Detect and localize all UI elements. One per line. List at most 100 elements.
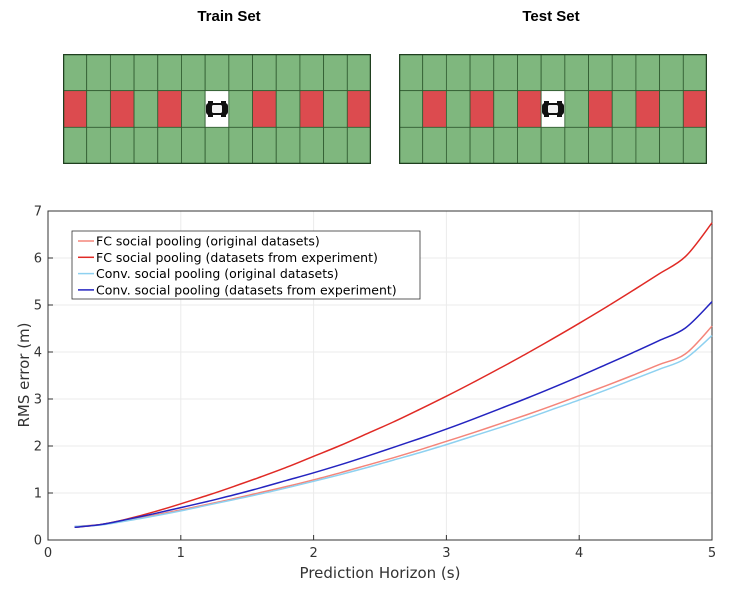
- train-cell-free: [252, 53, 277, 92]
- test-cell-free: [659, 126, 684, 165]
- test-cell-free: [517, 126, 542, 165]
- train-cell-free: [204, 53, 230, 92]
- x-tick-label: 5: [708, 546, 716, 561]
- train-cell-free: [275, 53, 301, 92]
- train-cell-free: [86, 53, 111, 92]
- legend-label-fc-original: FC social pooling (original datasets): [96, 234, 320, 249]
- train-cell-free: [275, 90, 301, 128]
- train-cell-free: [299, 126, 325, 165]
- test-cell-free: [517, 53, 542, 92]
- test-cell-free: [588, 126, 613, 165]
- test-cell-free: [469, 53, 495, 92]
- train-cell-free: [228, 90, 253, 128]
- train-cell-free: [252, 126, 277, 165]
- test-cell-free: [682, 53, 708, 92]
- y-tick-label: 7: [34, 205, 42, 220]
- series-line-fc-original: [74, 325, 713, 528]
- train-cell-free: [157, 53, 182, 92]
- train-cell-occupied: [62, 90, 88, 128]
- legend-box: [71, 230, 421, 300]
- test-cell-free: [611, 53, 637, 92]
- test-cell-free: [564, 53, 589, 92]
- x-tick-label: 3: [442, 546, 450, 561]
- test-cell-free: [659, 90, 684, 128]
- x-axis-label: Prediction Horizon (s): [300, 564, 461, 582]
- train-cell-free: [109, 53, 135, 92]
- train-cell-free: [181, 90, 206, 128]
- train-cell-free: [62, 126, 88, 165]
- test-cell-occupied: [635, 90, 661, 128]
- plot-frame: [47, 210, 713, 541]
- series-line-fc-experiment: [74, 222, 713, 529]
- train-cell-free: [346, 126, 372, 165]
- legend-label-conv-original: Conv. social pooling (original datasets): [96, 266, 339, 281]
- train-cell-free: [181, 53, 206, 92]
- test-cell-free: [659, 53, 684, 92]
- train-cell-free: [228, 126, 253, 165]
- legend-label-conv-experiment: Conv. social pooling (datasets from expe…: [96, 282, 397, 297]
- train-cell-occupied: [109, 90, 135, 128]
- test-cell-free: [611, 90, 637, 128]
- train-cell-free: [157, 126, 182, 165]
- x-tick-label: 1: [177, 546, 185, 561]
- test-cell-free: [564, 90, 589, 128]
- plot-area: [48, 211, 712, 540]
- x-tick-label: 2: [309, 546, 317, 561]
- x-tick-label: 0: [44, 546, 52, 561]
- test-cell-free: [493, 126, 518, 165]
- train-cell-free: [299, 53, 325, 92]
- train-cell-occupied: [157, 90, 182, 128]
- train-cell-free: [323, 90, 348, 128]
- ego-car-icon: [206, 101, 228, 117]
- test-set-grid: [398, 53, 708, 169]
- test-cell-occupied: [682, 90, 708, 128]
- series-line-conv-experiment: [74, 301, 713, 529]
- train-cell-occupied: [346, 90, 372, 128]
- test-cell-free: [398, 53, 424, 92]
- train-cell-free: [346, 53, 372, 92]
- test-cell-free: [611, 126, 637, 165]
- test-cell-free: [493, 90, 518, 128]
- test-cell-free: [635, 126, 661, 165]
- ego-car-icon: [542, 101, 564, 117]
- y-tick-label: 0: [34, 534, 42, 549]
- test-cell-free: [588, 53, 613, 92]
- y-tick-label: 3: [34, 393, 42, 408]
- train-cell-free: [62, 53, 88, 92]
- test-cell-free: [469, 126, 495, 165]
- train-cell-free: [228, 53, 253, 92]
- test-cell-free: [540, 126, 566, 165]
- train-set-grid: [62, 53, 372, 169]
- y-tick-label: 4: [34, 346, 42, 361]
- train-cell-free: [204, 126, 230, 165]
- test-cell-free: [493, 53, 518, 92]
- y-tick-label: 2: [34, 440, 42, 455]
- train-cell-free: [133, 90, 159, 128]
- test-cell-occupied: [469, 90, 495, 128]
- y-axis-label: RMS error (m): [15, 322, 33, 427]
- test-cell-free: [445, 90, 471, 128]
- legend: FC social pooling (original datasets)FC …: [71, 230, 421, 300]
- train-cell-free: [133, 126, 159, 165]
- test-cell-occupied: [588, 90, 613, 128]
- train-cell-free: [86, 90, 111, 128]
- test-cell-free: [540, 53, 566, 92]
- test-cell-free: [564, 126, 589, 165]
- train-cell-occupied: [252, 90, 277, 128]
- y-tick-label: 1: [34, 487, 42, 502]
- test-cell-free: [422, 53, 447, 92]
- test-cell-free: [422, 126, 447, 165]
- y-tick-label: 6: [34, 252, 42, 267]
- test-cell-occupied: [517, 90, 542, 128]
- train-cell-free: [181, 126, 206, 165]
- y-tick-label: 5: [34, 299, 42, 314]
- test-cell-free: [635, 53, 661, 92]
- train-cell-free: [86, 126, 111, 165]
- test-cell-free: [445, 53, 471, 92]
- train-set-title: Train Set: [197, 8, 261, 25]
- test-cell-free: [682, 126, 708, 165]
- test-set-title: Test Set: [522, 8, 580, 25]
- train-cell-free: [133, 53, 159, 92]
- train-cell-free: [109, 126, 135, 165]
- legend-label-fc-experiment: FC social pooling (datasets from experim…: [96, 250, 378, 265]
